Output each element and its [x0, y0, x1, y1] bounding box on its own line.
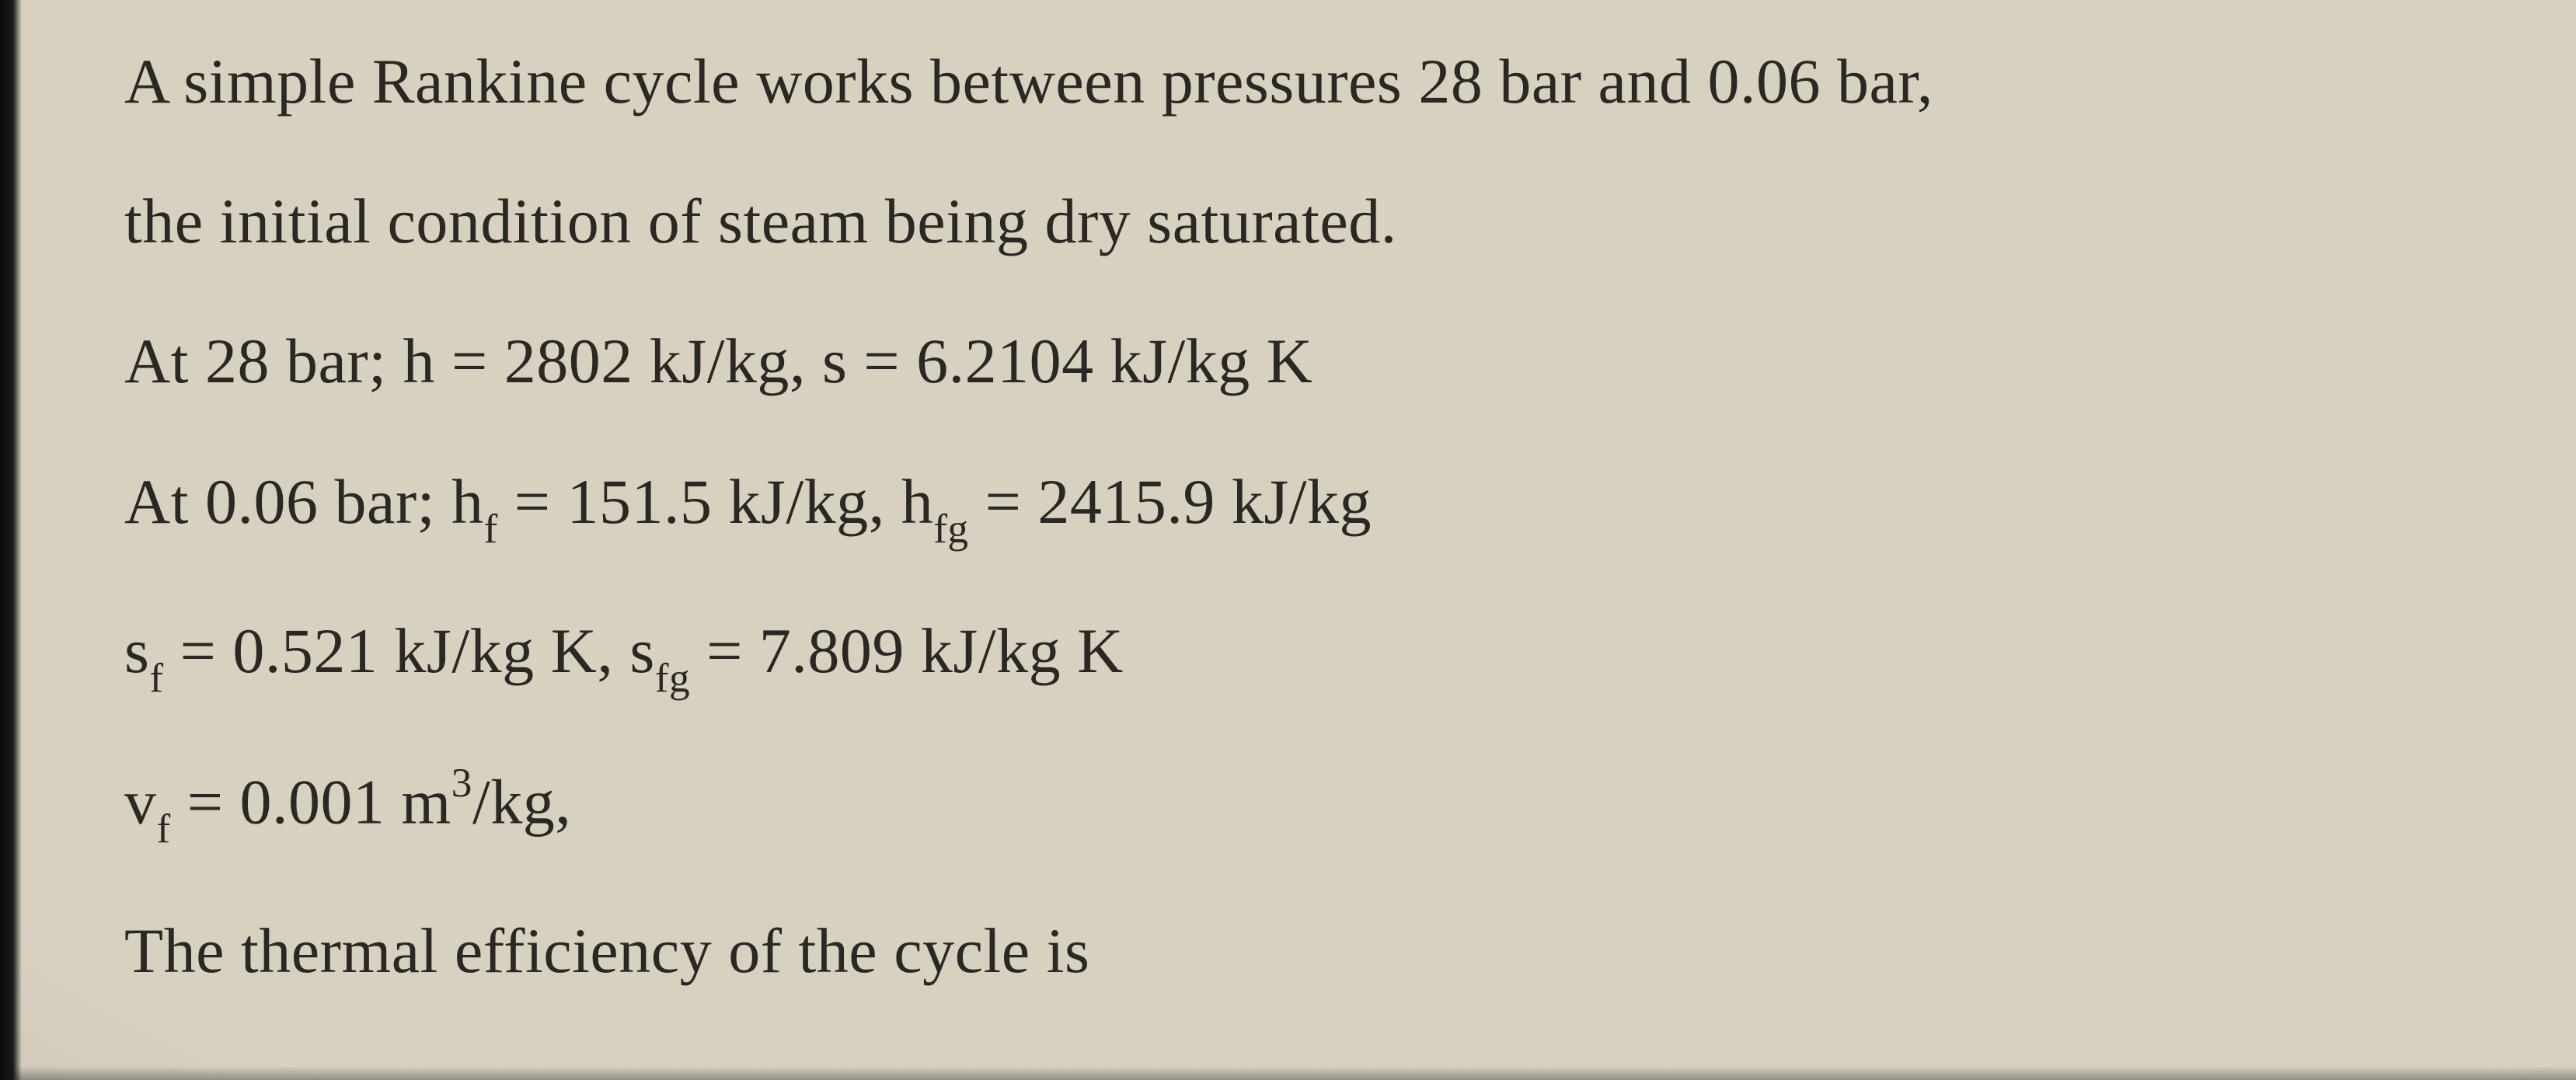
hfg-value: 2415.9 kJ/kg: [1037, 466, 1372, 537]
vf-value-post: /kg,: [472, 766, 571, 837]
question-line: The thermal efficiency of the cycle is: [124, 916, 2483, 986]
at006-sep: ,: [869, 466, 901, 537]
hf-eq: =: [498, 466, 567, 537]
at28-prefix: At 28 bar;: [124, 326, 403, 396]
s-sep: ,: [597, 615, 629, 686]
vf-label-pre: v: [124, 766, 157, 837]
hfg-eq: =: [969, 466, 1038, 537]
at28-sep: ,: [790, 326, 822, 396]
sf-label-sub: f: [149, 655, 163, 701]
sf-label-pre: s: [124, 615, 149, 686]
data-entropy-line: sf = 0.521 kJ/kg K, sfg = 7.809 kJ/kg K: [124, 616, 2483, 695]
hfg-label-pre: h: [901, 466, 934, 537]
data-specific-volume-line: vf = 0.001 m3/kg,: [124, 765, 2483, 846]
data-006bar-line: At 0.06 bar; hf = 151.5 kJ/kg, hfg = 241…: [124, 467, 2483, 546]
hf-value: 151.5 kJ/kg: [566, 466, 868, 537]
vf-eq: =: [171, 766, 240, 837]
at006-prefix: At 0.06 bar;: [124, 466, 451, 537]
sfg-value: 7.809 kJ/kg K: [759, 615, 1124, 686]
at28-h-value: 2802 kJ/kg: [504, 326, 790, 396]
sf-value: 0.521 kJ/kg K: [232, 615, 597, 686]
sfg-eq: =: [690, 615, 759, 686]
vf-label-sub: f: [157, 806, 171, 852]
sfg-label-sub: fg: [655, 655, 690, 701]
sf-eq: =: [164, 615, 233, 686]
hfg-label-sub: fg: [933, 506, 968, 552]
problem-line-1: A simple Rankine cycle works between pre…: [124, 47, 2483, 117]
at28-h-label: h =: [403, 326, 504, 396]
photo-dark-bottom-edge: [0, 1066, 2576, 1080]
document-page: A simple Rankine cycle works between pre…: [0, 0, 2576, 1080]
at28-s-value: 6.2104 kJ/kg K: [916, 326, 1312, 396]
problem-line-2: the initial condition of steam being dry…: [124, 186, 2483, 256]
hf-label-pre: h: [451, 466, 484, 537]
photo-dark-left-edge: [0, 0, 22, 1080]
hf-label-sub: f: [483, 506, 497, 552]
sfg-label-pre: s: [629, 615, 654, 686]
vf-value-pre: 0.001 m: [240, 766, 451, 837]
at28-s-label: s =: [822, 326, 916, 396]
data-28bar-line: At 28 bar; h = 2802 kJ/kg, s = 6.2104 kJ…: [124, 326, 2483, 396]
vf-value-sup: 3: [451, 760, 472, 806]
